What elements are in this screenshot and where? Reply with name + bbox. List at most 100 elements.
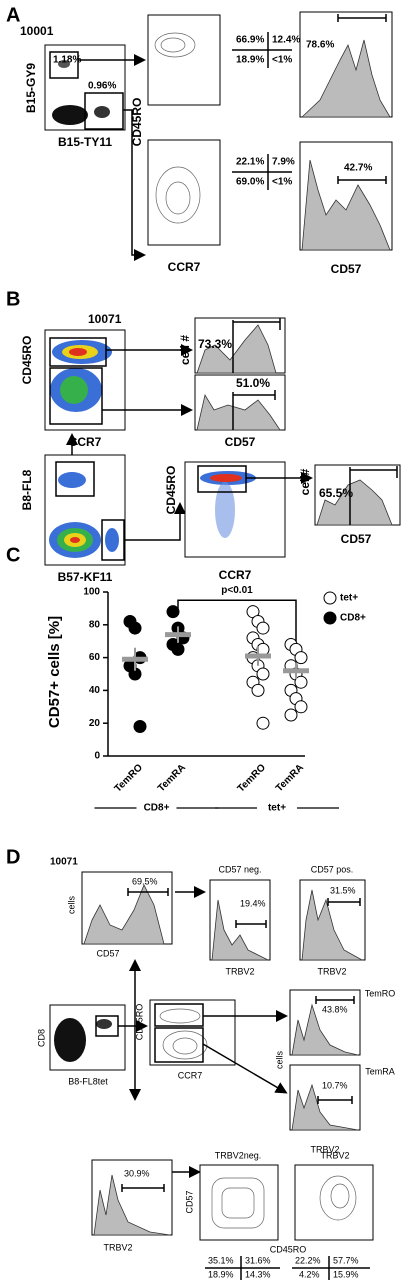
- x-tick-label: TemRA: [156, 762, 188, 794]
- x-axis-label: CD57: [225, 435, 256, 449]
- gate-bracket: [315, 996, 355, 1004]
- x-axis-label: CD57: [331, 262, 362, 276]
- contour: [159, 1008, 201, 1024]
- panel-label: C: [6, 544, 20, 566]
- arrow: [124, 502, 186, 541]
- population: [54, 1018, 86, 1062]
- arrow: [123, 109, 146, 261]
- data-point: [284, 708, 298, 722]
- arrow: [202, 1043, 288, 1094]
- gate: [49, 367, 103, 425]
- histogram-shape: [83, 884, 165, 945]
- contour: [319, 1175, 357, 1221]
- gate-label: 0.96%: [88, 81, 116, 92]
- gate: [49, 51, 79, 79]
- plot-title: TRBV2neg.: [215, 1150, 262, 1160]
- gate-label: 31.5%: [330, 885, 356, 895]
- panel-label: A: [6, 4, 20, 26]
- gate-bracket: [232, 318, 281, 373]
- y-tick-label: 20: [89, 718, 101, 729]
- sample-id: 10001: [20, 24, 54, 38]
- population-label: TemRA: [365, 1066, 395, 1076]
- data-point: [171, 642, 185, 656]
- legend-label: tet+: [340, 593, 358, 604]
- contour: [165, 181, 191, 215]
- data-point: [294, 700, 308, 714]
- quadrant-value: 22.2%: [295, 1255, 321, 1265]
- population: [69, 348, 87, 356]
- population: [52, 105, 88, 125]
- gate-bracket: [127, 888, 169, 896]
- population: [58, 472, 86, 488]
- quadrant-value: 18.9%: [208, 1269, 234, 1279]
- gate-bracket: [337, 176, 387, 184]
- quadrant-value: 35.1%: [208, 1255, 234, 1265]
- y-axis-label: cells: [274, 1051, 284, 1070]
- panel-b: B 10071 CD45RO CCR7 73.3% 51.0% cell # C…: [6, 288, 401, 584]
- data-point: [256, 667, 270, 681]
- contour-plot: [147, 14, 221, 106]
- histogram-shape: [291, 1003, 359, 1056]
- gate-label: 65.5%: [319, 486, 353, 500]
- quadrant-value: 57.7%: [333, 1255, 359, 1265]
- y-tick-label: 60: [89, 652, 101, 663]
- quadrant-value: 18.9%: [236, 55, 264, 66]
- quadrant-value: 31.6%: [245, 1255, 271, 1265]
- x-axis-label: TRBV2: [310, 1144, 339, 1154]
- x-axis-label: CCR7: [168, 260, 201, 274]
- histogram-shape: [301, 889, 364, 961]
- quadrant-value: 69.0%: [236, 177, 264, 188]
- legend-label: CD8+: [340, 613, 366, 624]
- gate-bracket: [235, 920, 267, 928]
- quadrant-value: 22.1%: [236, 157, 264, 168]
- y-axis-label: CD45RO: [20, 336, 34, 385]
- gate-label: 51.0%: [236, 376, 270, 390]
- histogram-shape: [316, 479, 393, 526]
- y-tick-label: 100: [83, 587, 100, 598]
- gate: [197, 465, 247, 493]
- histogram-shape: [291, 1083, 359, 1131]
- x-axis-label: B57-KF11: [58, 570, 113, 584]
- x-axis-label: B15-TY11: [58, 135, 112, 149]
- data-point: [251, 683, 265, 697]
- gate-bracket: [349, 466, 398, 525]
- gate-bracket: [317, 1096, 353, 1104]
- contour: [211, 1177, 265, 1229]
- population: [60, 376, 88, 404]
- plot-title: TRBV2: [320, 1150, 349, 1160]
- y-axis-label: CD45RO: [130, 98, 144, 147]
- population: [58, 60, 70, 68]
- panel-label: B: [6, 288, 20, 310]
- legend-marker: [323, 591, 337, 605]
- sample-id: 10071: [50, 857, 78, 868]
- contour: [162, 1030, 208, 1060]
- population-label: TemRO: [365, 988, 396, 998]
- data-point: [166, 605, 180, 619]
- quadrant-value: 66.9%: [236, 35, 264, 46]
- y-axis-label: B15-GY9: [24, 63, 38, 113]
- population: [215, 482, 235, 538]
- annotation: p<0.01: [221, 585, 253, 596]
- gate-label: 19.4%: [240, 898, 266, 908]
- quadrant-value: <1%: [272, 55, 292, 66]
- data-point: [294, 651, 308, 665]
- x-axis-label: TRBV2: [317, 966, 346, 976]
- contour: [172, 1037, 198, 1055]
- data-point: [294, 675, 308, 689]
- panel-label: D: [6, 846, 20, 868]
- population: [96, 1019, 112, 1029]
- contour: [154, 32, 196, 58]
- panel-a: A 10001 1.18% 0.96% B15-GY9 B15-TY11 CD4…: [6, 4, 393, 276]
- y-axis-label: cell #: [178, 335, 192, 365]
- plot-title: CD57 pos.: [311, 864, 354, 874]
- gate-bracket: [121, 1184, 165, 1192]
- quadrant-value: 15.9%: [333, 1269, 359, 1279]
- histogram-shape: [300, 39, 391, 118]
- quadrant-value: <1%: [272, 177, 292, 188]
- y-axis-label: CD45RO: [134, 1004, 144, 1041]
- gate-label: 78.6%: [306, 40, 334, 51]
- population: [210, 474, 242, 482]
- gate-bracket: [327, 898, 361, 906]
- y-tick-label: 0: [94, 751, 100, 762]
